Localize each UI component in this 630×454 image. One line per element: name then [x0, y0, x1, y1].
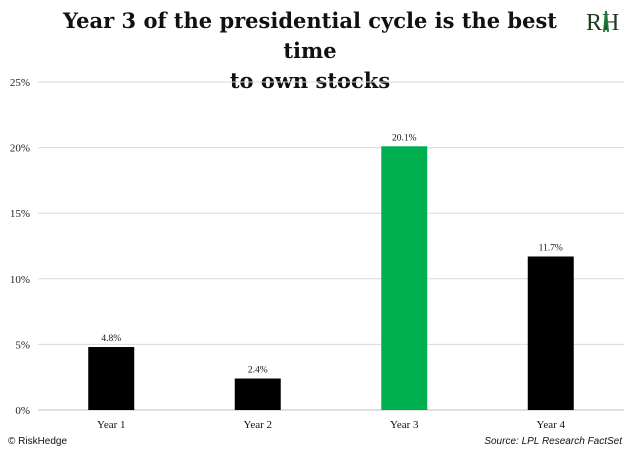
- data-label: 2.4%: [248, 366, 268, 376]
- x-tick-label: Year 4: [536, 419, 565, 431]
- y-tick-label: 25%: [10, 77, 30, 89]
- bars: [88, 146, 574, 410]
- chart-title-line-1: Year 3 of the presidential cycle is the …: [63, 8, 557, 63]
- bar-year-4: [527, 256, 574, 410]
- bar-year-2: [234, 378, 281, 410]
- y-tick-label: 0%: [15, 405, 30, 417]
- data-label: 4.8%: [101, 334, 121, 344]
- chart-title-line-2: to own stocks: [229, 68, 391, 93]
- y-tick-label: 15%: [10, 208, 30, 220]
- gridlines: [38, 81, 624, 411]
- source-text: Source: LPL Research FactSet: [484, 436, 622, 447]
- data-labels: 4.8% 2.4% 20.1% 11.7%: [101, 133, 563, 375]
- data-label: 11.7%: [539, 243, 563, 253]
- bar-year-1: [88, 347, 135, 410]
- logo-text: RH: [586, 10, 619, 36]
- y-tick-label: 20%: [10, 143, 30, 155]
- x-tick-label: Year 3: [390, 419, 419, 431]
- riskhedge-logo: RH: [586, 10, 619, 36]
- data-label: 20.1%: [392, 133, 417, 143]
- copyright-text: © RiskHedge: [8, 436, 68, 447]
- chart-title: Year 3 of the presidential cycle is the …: [40, 6, 580, 96]
- bar-year-3: [381, 146, 428, 410]
- x-axis-ticks: Year 1 Year 2 Year 3 Year 4: [97, 419, 566, 431]
- y-axis-ticks: 0% 5% 10% 15% 20% 25%: [10, 77, 30, 417]
- y-tick-label: 10%: [10, 274, 30, 286]
- logo-arrow-icon: [603, 10, 609, 33]
- x-tick-label: Year 1: [97, 419, 126, 431]
- y-tick-label: 5%: [15, 339, 30, 351]
- x-tick-label: Year 2: [243, 419, 272, 431]
